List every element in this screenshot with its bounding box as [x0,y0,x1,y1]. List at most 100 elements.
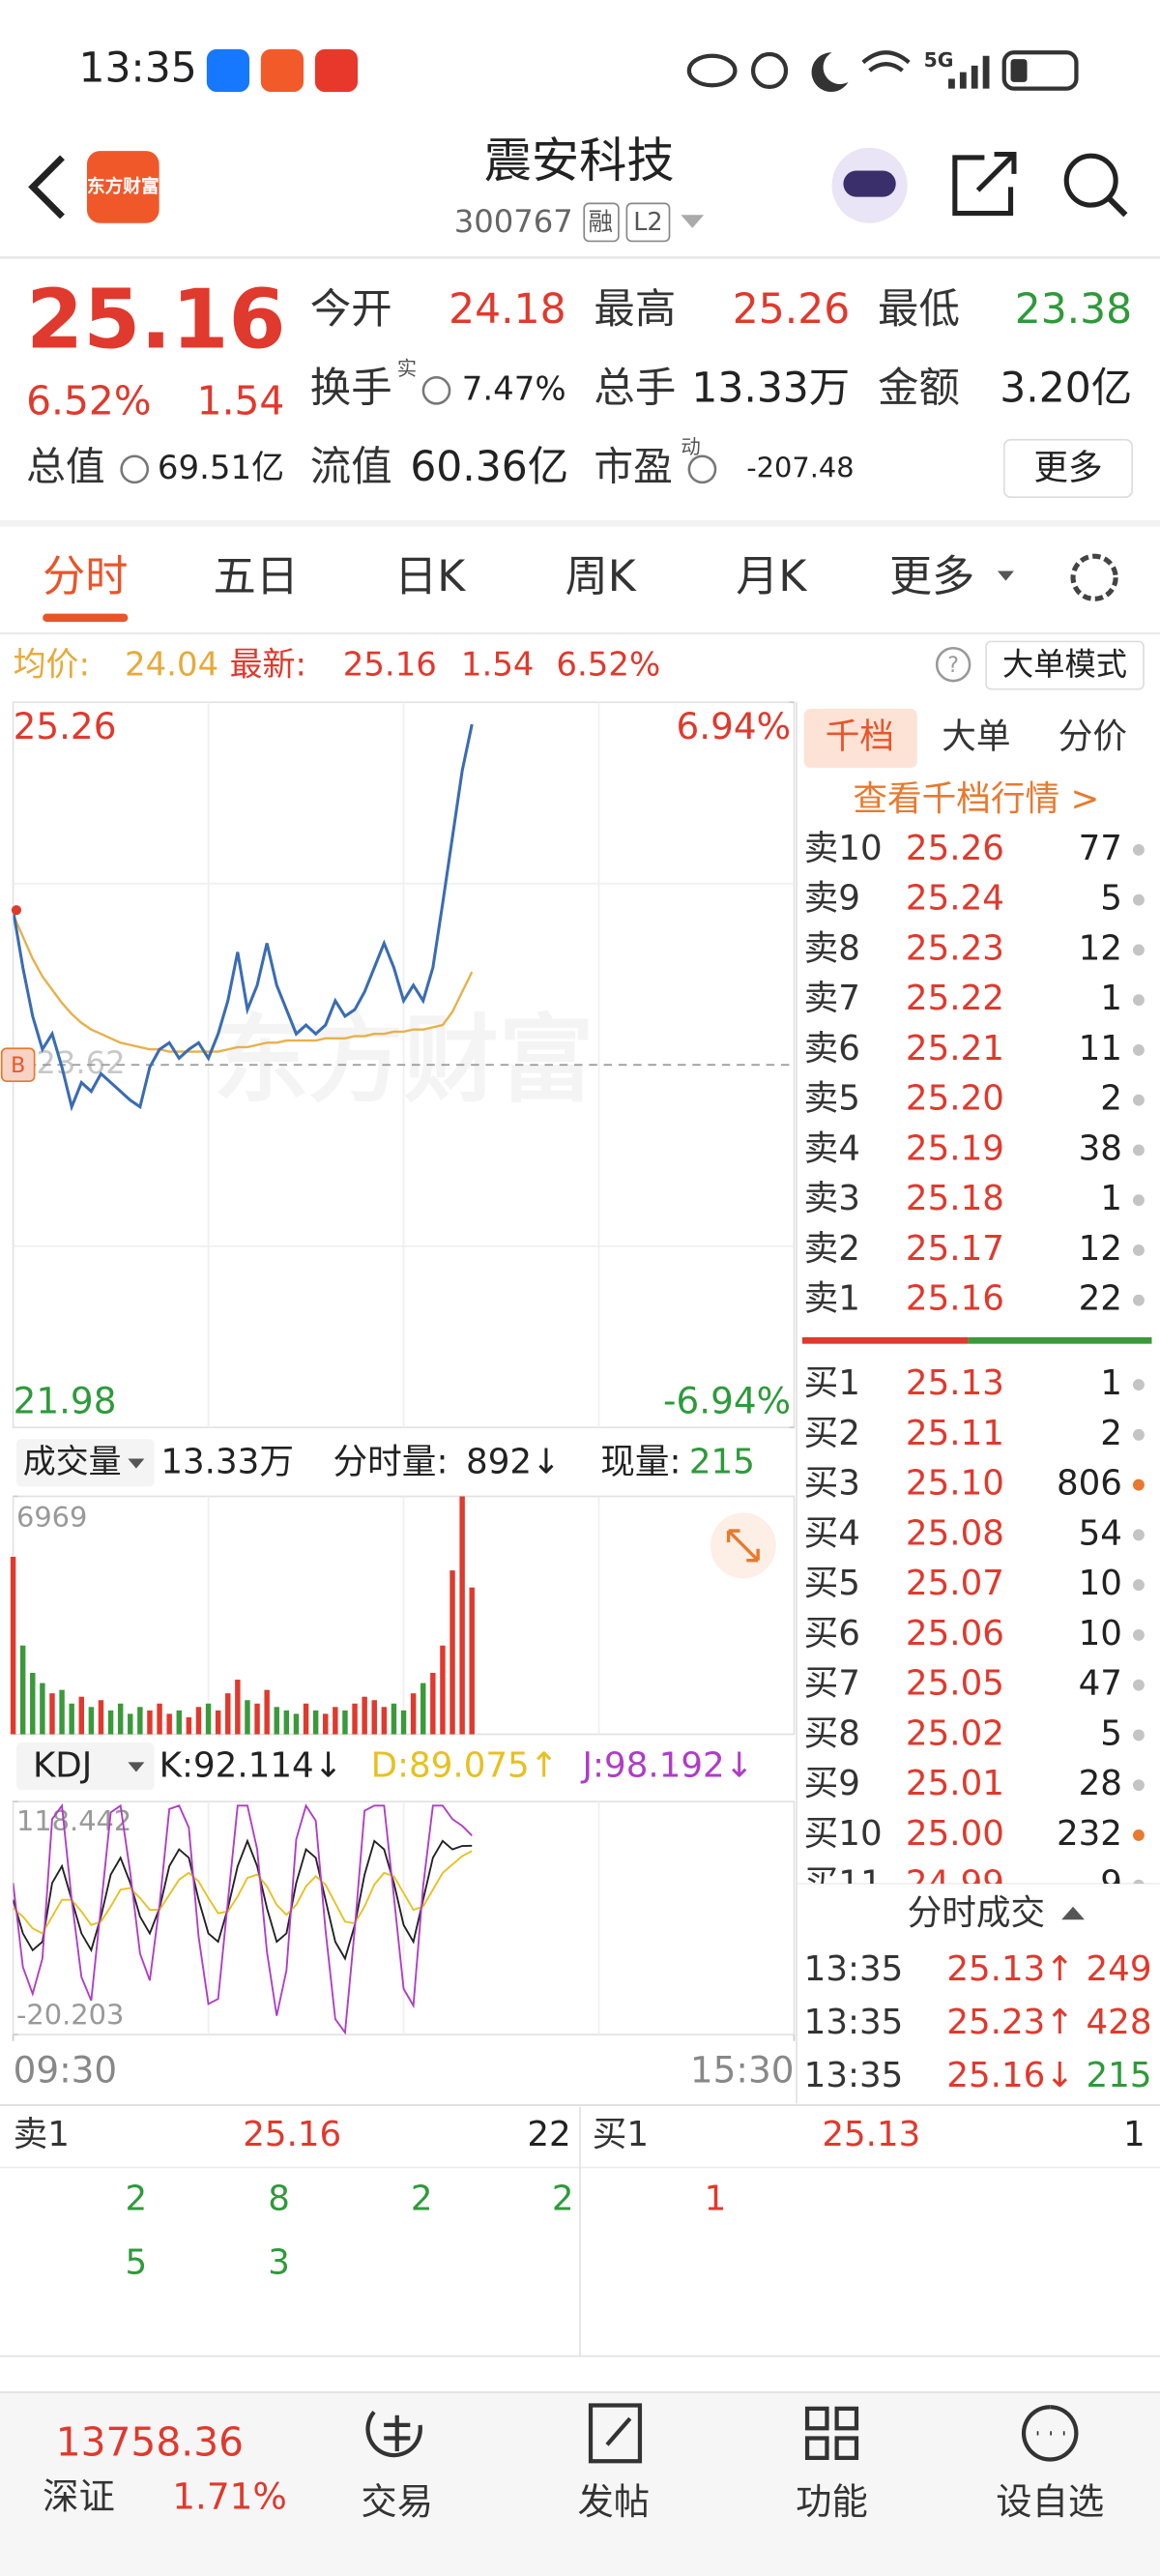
volume-bar [333,1707,338,1735]
info-icon [421,375,451,405]
volume-bar [400,1710,407,1735]
book-tab[interactable]: 大单 [942,717,1010,757]
kdj-label: KDJ [33,1745,92,1785]
kdj-line [13,1838,473,1961]
book-dot [1132,1478,1145,1491]
book-volume: 232 [1057,1814,1122,1854]
book-dot [1132,1244,1145,1256]
nav-label[interactable]: 发帖 [577,2480,650,2523]
volume-bar [430,1672,436,1735]
help-icon[interactable] [935,646,972,683]
volume-bar [440,1645,446,1735]
book-label: 买6 [804,1614,860,1654]
tab[interactable]: 更多 [889,552,974,601]
dropdown-caret [128,1762,145,1772]
queue-volume: 8 [268,2179,290,2218]
dropdown-caret[interactable] [681,215,705,228]
indicator-selector[interactable] [15,1742,155,1791]
nav-label[interactable]: 功能 [796,2480,868,2523]
volume-bar [215,1710,221,1735]
info-icon [687,454,717,484]
field-superscript: 实 [397,357,417,380]
search-button[interactable] [1063,153,1118,208]
tab[interactable]: 周K [566,552,637,601]
level1-volume: 22 [527,2115,570,2154]
book-tab-highlight [803,709,917,769]
dropdown-caret [128,1458,145,1469]
assistant-face [843,170,896,197]
field-label: 流值 [310,444,392,491]
field-label: 换手 [310,365,392,412]
book-volume: 10 [1079,1614,1122,1654]
settings-button[interactable] [1070,553,1118,601]
book-label: 买11 [804,1864,883,1904]
volume-bar [410,1693,417,1735]
watermark: 东方财富 [214,1006,594,1116]
book-label: 卖9 [804,879,860,919]
book-price: 25.00 [906,1814,1004,1854]
mode-button[interactable] [985,640,1145,690]
volume-bar [283,1710,290,1735]
field-value: 69.51亿 [158,449,284,487]
book-volume: 11 [1079,1029,1122,1068]
more-button[interactable] [1002,438,1133,498]
queue-volume: 2 [411,2179,433,2218]
nav-icon[interactable] [804,2406,859,2460]
y2-tick-label: -6.94% [663,1379,791,1421]
change-percent: 6.52% [26,377,151,424]
book-dot [1132,1579,1145,1592]
nav-label[interactable]: 设自选 [996,2480,1104,2523]
nav-icon[interactable] [1021,2405,1079,2462]
indicator-selector[interactable] [15,1439,155,1487]
last-price: 25.16 [26,272,285,367]
last-label: 最新: [230,645,306,684]
index-value[interactable]: 13758.36 [56,2418,244,2465]
queue-volume: 3 [268,2243,290,2283]
book-tab[interactable]: 分价 [1058,717,1127,757]
share-button[interactable] [952,151,1017,217]
book-price: 25.06 [906,1614,1004,1654]
back-button[interactable] [28,155,65,220]
collapse-caret[interactable] [1061,1906,1085,1920]
book-dot [1132,1628,1145,1641]
volume-bar [78,1696,84,1735]
book-dot [1132,893,1145,906]
book-link[interactable]: 查看千档行情 > [853,779,1099,819]
book-volume: 1 [1100,1363,1122,1403]
field-value: -207.48 [746,451,854,483]
tab[interactable]: 五日 [214,552,299,601]
trade-price: 25.23↑ [946,2003,1074,2042]
kdj-line [13,1802,473,2035]
field-label: 金额 [878,365,960,412]
field-value: 7.47% [462,369,566,408]
level1-label: 买1 [593,2115,649,2154]
book-tab[interactable]: 千档 [826,717,894,757]
tab-indicator [43,613,129,623]
nav-label[interactable]: 交易 [361,2480,433,2523]
book-label: 卖7 [804,979,860,1018]
volume-bar [312,1710,319,1735]
book-label: 买2 [804,1414,860,1453]
b-badge [0,1047,36,1083]
volume-bar [40,1683,45,1735]
logo [86,151,160,223]
field-value: 13.33万 [691,365,850,412]
volume-bar [49,1693,55,1735]
y-tick-label: -20.203 [16,1998,124,2031]
nav-icon[interactable] [588,2403,643,2464]
book-dot [1132,1379,1145,1391]
more-button-text: 更多 [1033,448,1102,487]
price-line [13,723,474,1112]
volume-bar [362,1696,367,1735]
volume-bar [371,1700,377,1735]
book-price: 25.05 [906,1664,1004,1704]
nav-icon[interactable] [365,2410,422,2458]
volume-bar [254,1703,260,1735]
tab[interactable]: 分时 [43,552,128,601]
tab[interactable]: 月K [736,552,807,601]
book-volume: 47 [1079,1664,1122,1704]
book-price: 25.02 [906,1713,1004,1753]
volume-bar [205,1703,212,1735]
tab[interactable]: 日K [394,552,466,601]
